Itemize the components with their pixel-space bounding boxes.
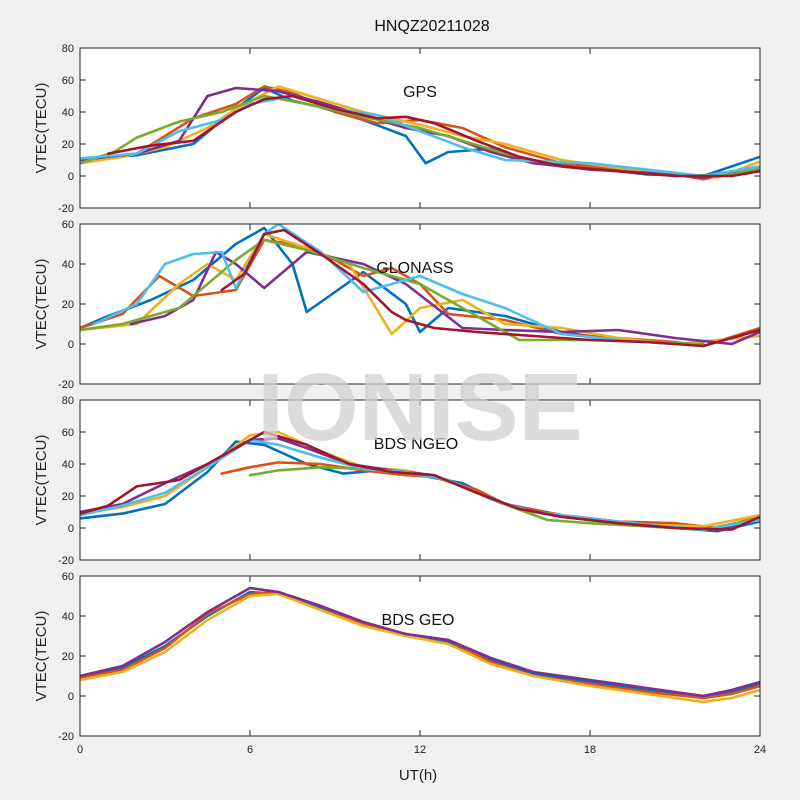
panel-label: BDS NGEO (374, 436, 458, 453)
x-tick-label: 6 (247, 744, 253, 756)
y-tick-label: 20 (62, 139, 74, 151)
series-line-5 (80, 94, 760, 178)
y-tick-label: -20 (58, 555, 74, 567)
watermark: IONISE (257, 354, 582, 461)
series-group (80, 85, 760, 181)
series-line-2 (80, 232, 760, 346)
y-tick-label: 0 (68, 691, 74, 703)
series-group (80, 586, 760, 704)
series-group (80, 430, 760, 533)
series-line-2 (80, 592, 760, 704)
panel-label: BDS GEO (382, 612, 455, 629)
y-tick-label: 0 (68, 523, 74, 535)
panel-label: GPS (403, 84, 437, 101)
figure-title: HNQZ20211028 (374, 18, 489, 35)
x-axis-label: UT(h) (399, 767, 437, 784)
panel-0: -20 0 20 40 60 80 VTEC(TECU) GPS (33, 43, 761, 215)
y-tick-label: 20 (62, 299, 74, 311)
series-group (80, 224, 760, 348)
y-tick-label: -20 (58, 203, 74, 215)
y-tick-label: 20 (62, 651, 74, 663)
series-line-3 (80, 586, 760, 698)
y-tick-label: 60 (62, 427, 74, 439)
series-line-6 (220, 228, 760, 348)
y-axis-label: VTEC(TECU) (33, 259, 50, 350)
x-tick-label: 12 (414, 744, 426, 756)
plot-area (80, 576, 760, 736)
y-tick-label: 80 (62, 43, 74, 55)
series-line-6 (107, 94, 760, 178)
y-axis-label: VTEC(TECU) (33, 435, 50, 526)
y-tick-label: 60 (62, 75, 74, 87)
y-axis-label: VTEC(TECU) (33, 611, 50, 702)
y-tick-label: 0 (68, 171, 74, 183)
y-tick-label: -20 (58, 379, 74, 391)
y-tick-label: 60 (62, 219, 74, 231)
y-tick-label: 40 (62, 107, 74, 119)
panel-2: -20 0 20 40 60 80 VTEC(TECU) BDS NGEO (33, 395, 761, 567)
y-tick-label: 40 (62, 611, 74, 623)
y-tick-label: 40 (62, 259, 74, 271)
x-tick-label: 0 (77, 744, 83, 756)
panel-1: -20 0 20 40 60 VTEC(TECU) GLONASS (33, 219, 761, 391)
y-axis-label: VTEC(TECU) (33, 83, 50, 174)
y-tick-label: 40 (62, 459, 74, 471)
x-tick-label: 18 (584, 744, 596, 756)
x-tick-label: 24 (754, 744, 766, 756)
y-tick-label: 20 (62, 491, 74, 503)
y-tick-label: 0 (68, 339, 74, 351)
y-tick-label: -20 (58, 731, 74, 743)
plot-area (80, 400, 760, 560)
series-line-5 (92, 224, 677, 346)
panel-label: GLONASS (376, 260, 453, 277)
plot-area (80, 224, 760, 384)
y-tick-label: 80 (62, 395, 74, 407)
y-tick-label: 60 (62, 571, 74, 583)
series-line-6 (80, 430, 760, 531)
